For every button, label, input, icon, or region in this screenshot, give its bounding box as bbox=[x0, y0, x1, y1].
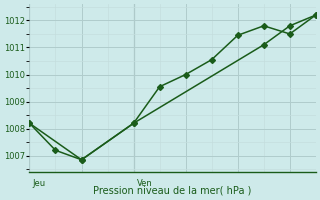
X-axis label: Pression niveau de la mer( hPa ): Pression niveau de la mer( hPa ) bbox=[93, 186, 252, 196]
Text: Ven: Ven bbox=[136, 179, 152, 188]
Text: Jeu: Jeu bbox=[32, 179, 45, 188]
